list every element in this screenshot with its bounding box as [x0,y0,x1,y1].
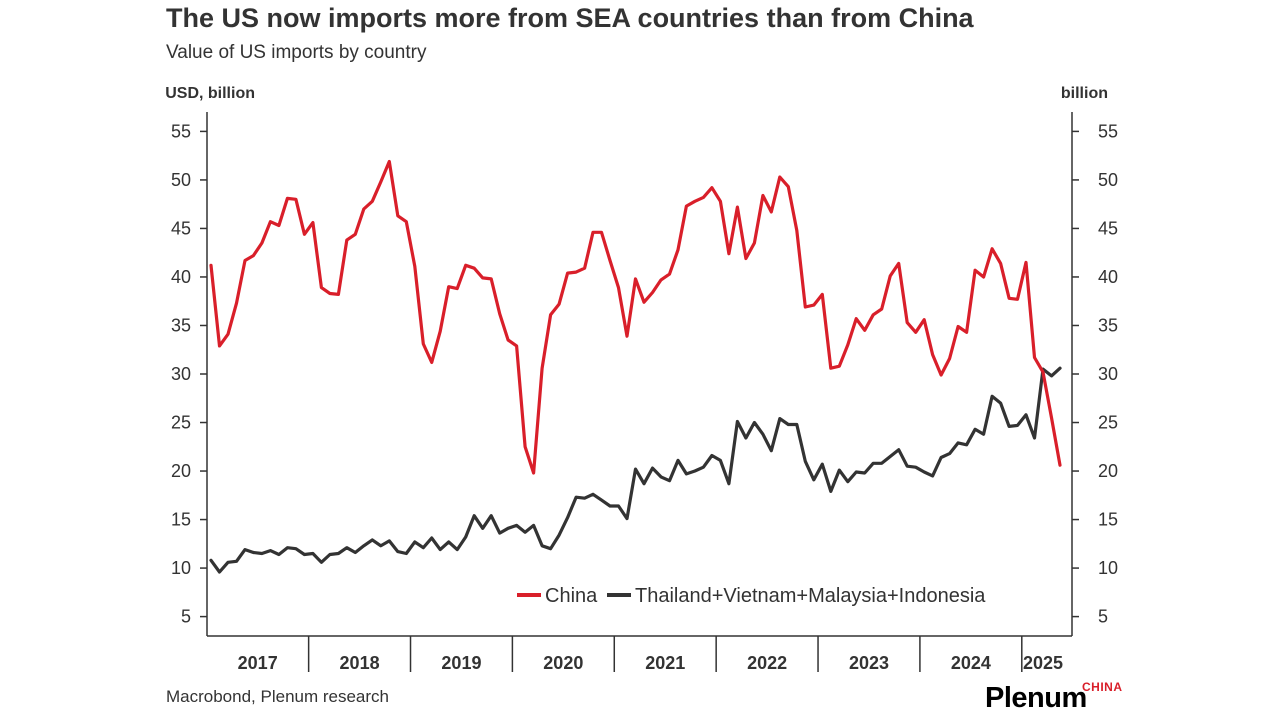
legend-label-sea: Thailand+Vietnam+Malaysia+Indonesia [635,585,986,607]
x-tick-label: 2017 [238,653,278,673]
y-tick-label-left: 25 [171,413,191,433]
x-tick-label: 2021 [645,653,685,673]
x-tick-label: 2022 [747,653,787,673]
brand-logo-sub: CHINA [1082,680,1123,694]
y-tick-label-right: 50 [1098,170,1118,190]
y-tick-label-right: 55 [1098,121,1118,141]
y-tick-label-left: 30 [171,364,191,384]
y-tick-label-left: 10 [171,558,191,578]
series-line-sea [209,366,1062,574]
x-tick-label: 2020 [543,653,583,673]
y-axis-label-left: USD, billion [165,85,255,102]
series-lines [209,159,1062,574]
x-tick-label: 2019 [441,653,481,673]
y-tick-label-left: 50 [171,170,191,190]
y-tick-label-left: 35 [171,315,191,335]
y-tick-label-left: 15 [171,510,191,530]
legend: China Thailand+Vietnam+Malaysia+Indonesia [517,585,986,607]
legend-label-china: China [545,585,598,607]
y-tick-label-left: 20 [171,461,191,481]
y-tick-label-right: 30 [1098,364,1118,384]
y-tick-label-left: 55 [171,121,191,141]
y-tick-label-right: 5 [1098,607,1108,627]
source-note: Macrobond, Plenum research [166,687,390,706]
y-tick-label-right: 35 [1098,315,1118,335]
y-axis-label-right: billion [1061,85,1108,102]
y-tick-label-right: 25 [1098,413,1118,433]
y-tick-label-left: 40 [171,267,191,287]
chart-title: The US now imports more from SEA countri… [166,3,974,33]
y-tick-label-right: 15 [1098,510,1118,530]
x-tick-label: 2018 [340,653,380,673]
chart-subtitle: Value of US imports by country [166,42,427,63]
brand-logo: Plenum [985,682,1087,714]
x-tick-label: 2025 [1023,653,1063,673]
x-tick-label: 2024 [951,653,991,673]
y-tick-label-right: 40 [1098,267,1118,287]
y-tick-label-left: 45 [171,218,191,238]
series-line-china [209,159,1062,475]
y-tick-label-right: 10 [1098,558,1118,578]
y-tick-label-left: 5 [181,607,191,627]
y-tick-label-right: 20 [1098,461,1118,481]
y-tick-label-right: 45 [1098,218,1118,238]
x-tick-label: 2023 [849,653,889,673]
